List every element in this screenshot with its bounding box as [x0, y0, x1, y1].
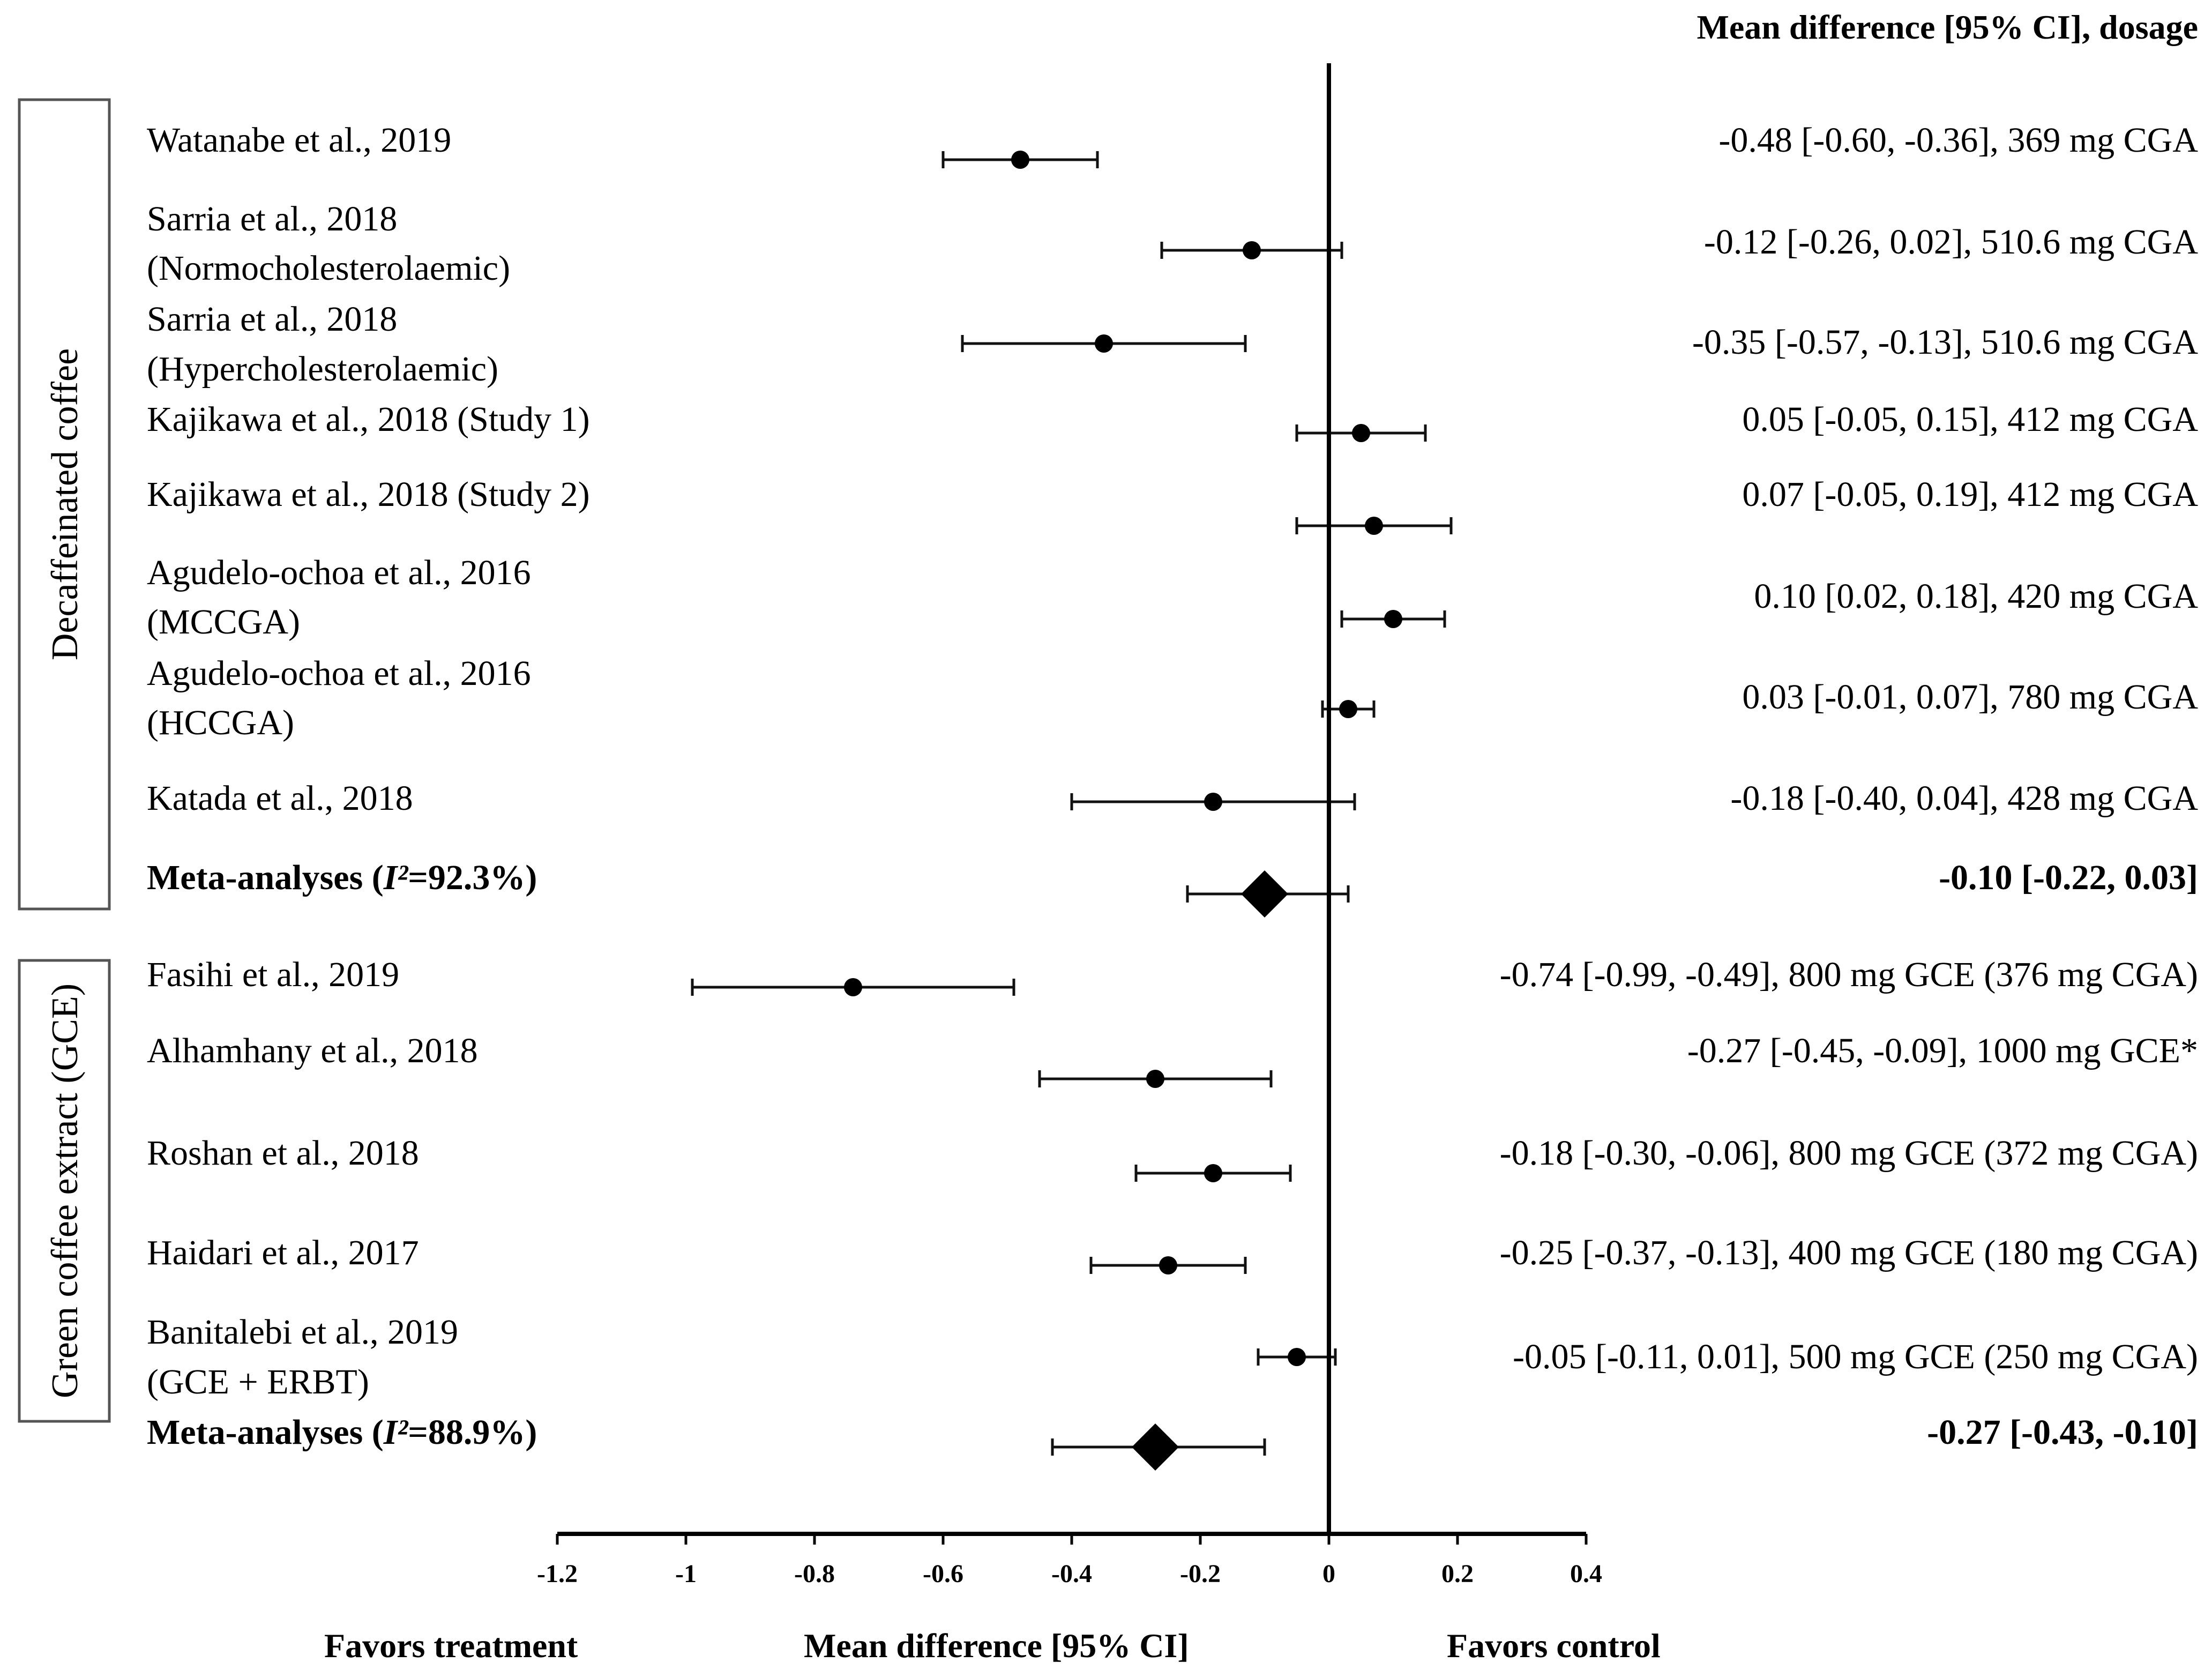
study-label: Agudelo-ochoa et al., 2016	[147, 654, 531, 693]
x-tick-label: -1	[675, 1560, 697, 1588]
meta-analysis-label: Meta-analyses (I²=88.9%)	[147, 1413, 537, 1452]
meta-label-i2: I²	[383, 1413, 409, 1452]
x-tick-label: -0.6	[923, 1560, 963, 1588]
meta-label-i2: I²	[383, 858, 409, 897]
estimate-text: 0.07 [-0.05, 0.19], 412 mg CGA	[1742, 475, 2198, 514]
header-title: Mean difference [95% CI], dosage	[1697, 8, 2198, 46]
estimate-text: -0.48 [-0.60, -0.36], 369 mg CGA	[1718, 121, 2198, 160]
estimate-text: -0.18 [-0.30, -0.06], 800 mg GCE (372 mg…	[1500, 1134, 2198, 1173]
estimate-text: 0.05 [-0.05, 0.15], 412 mg CGA	[1742, 400, 2198, 439]
x-tick-label: 0.2	[1441, 1560, 1474, 1588]
study-label: Sarria et al., 2018	[147, 199, 397, 238]
x-tick-label: -0.8	[794, 1560, 835, 1588]
study-label: Haidari et al., 2017	[147, 1233, 419, 1272]
meta-estimate-text: -0.10 [-0.22, 0.03]	[1939, 858, 2198, 897]
point-estimate	[1204, 1164, 1222, 1182]
study-label: Kajikawa et al., 2018 (Study 2)	[147, 475, 590, 514]
estimate-text: -0.27 [-0.45, -0.09], 1000 mg GCE*	[1687, 1031, 2198, 1070]
estimate-text: -0.35 [-0.57, -0.13], 510.6 mg CGA	[1692, 323, 2198, 362]
favors-treatment-label: Favors treatment	[324, 1627, 578, 1665]
estimate-text: -0.05 [-0.11, 0.01], 500 mg GCE (250 mg …	[1513, 1337, 2198, 1376]
point-estimate	[1159, 1256, 1177, 1274]
estimate-text: 0.10 [0.02, 0.18], 420 mg CGA	[1754, 577, 2198, 616]
point-estimate	[1288, 1348, 1306, 1366]
favors-control-label: Favors control	[1447, 1627, 1661, 1665]
study-label: Kajikawa et al., 2018 (Study 1)	[147, 400, 590, 439]
point-estimate	[1204, 793, 1222, 811]
study-label: Watanabe et al., 2019	[147, 121, 451, 160]
group-label: Green coffee extract (GCE)	[44, 983, 86, 1398]
meta-label-suffix: =92.3%)	[408, 858, 537, 897]
group-label: Decaffeinated coffee	[44, 348, 86, 660]
study-label: Sarria et al., 2018	[147, 300, 397, 339]
meta-diamond	[1241, 870, 1288, 918]
study-label: Katada et al., 2018	[147, 779, 413, 818]
estimate-text: -0.12 [-0.26, 0.02], 510.6 mg CGA	[1704, 222, 2198, 262]
point-estimate	[1095, 334, 1113, 353]
estimate-text: -0.74 [-0.99, -0.49], 800 mg GCE (376 mg…	[1500, 955, 2198, 994]
study-label: (Normocholesterolaemic)	[147, 249, 510, 288]
point-estimate	[1011, 151, 1029, 169]
x-tick-label: -1.2	[537, 1560, 578, 1588]
point-estimate	[1365, 517, 1383, 535]
meta-label-prefix: Meta-analyses (	[147, 858, 384, 897]
study-label: Banitalebi et al., 2019	[147, 1313, 458, 1352]
x-tick-label: 0.4	[1570, 1560, 1602, 1588]
x-tick-label: -0.4	[1051, 1560, 1092, 1588]
x-tick-label: 0	[1322, 1560, 1335, 1588]
estimate-text: -0.25 [-0.37, -0.13], 400 mg GCE (180 mg…	[1500, 1233, 2198, 1272]
point-estimate	[844, 978, 862, 996]
point-estimate	[1384, 610, 1402, 628]
meta-analysis-label: Meta-analyses (I²=92.3%)	[147, 858, 537, 897]
point-estimate	[1352, 424, 1370, 442]
estimate-text: -0.18 [-0.40, 0.04], 428 mg CGA	[1730, 779, 2198, 818]
x-tick-label: -0.2	[1180, 1560, 1221, 1588]
meta-label-suffix: =88.9%)	[408, 1413, 537, 1452]
x-axis-title: Mean difference [95% CI]	[804, 1627, 1189, 1665]
study-label: Fasihi et al., 2019	[147, 955, 399, 994]
point-estimate	[1146, 1070, 1164, 1088]
group-box	[18, 959, 111, 1423]
group-box	[18, 98, 111, 911]
study-label: (HCCGA)	[147, 703, 294, 742]
study-label: Alhamhany et al., 2018	[147, 1031, 478, 1070]
meta-estimate-text: -0.27 [-0.43, -0.10]	[1927, 1413, 2198, 1452]
point-estimate	[1243, 241, 1261, 259]
study-label: (MCCGA)	[147, 602, 300, 642]
study-label: (Hypercholesterolaemic)	[147, 349, 498, 389]
meta-diamond	[1132, 1423, 1179, 1471]
meta-label-prefix: Meta-analyses (	[147, 1413, 384, 1452]
study-label: (GCE + ERBT)	[147, 1362, 369, 1401]
study-label: Agudelo-ochoa et al., 2016	[147, 553, 531, 592]
study-label: Roshan et al., 2018	[147, 1134, 419, 1173]
point-estimate	[1339, 700, 1357, 718]
estimate-text: 0.03 [-0.01, 0.07], 780 mg CGA	[1742, 677, 2198, 717]
